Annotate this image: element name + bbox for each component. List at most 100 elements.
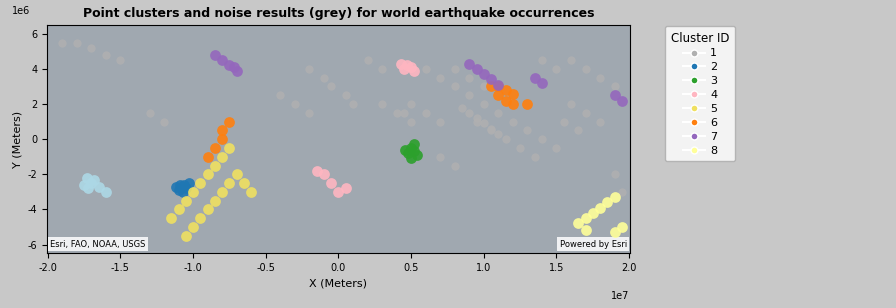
Point: [201, 207, 215, 212]
Point: [56, 40, 70, 45]
Point: [397, 67, 411, 71]
Point: [484, 126, 498, 131]
Point: [505, 102, 520, 107]
X-axis label: X (Meters): X (Meters): [309, 279, 367, 289]
Point: [498, 98, 513, 103]
Point: [157, 119, 171, 124]
Point: [404, 102, 418, 107]
Point: [462, 61, 477, 66]
Point: [615, 225, 629, 229]
Point: [393, 61, 408, 66]
Point: [447, 163, 461, 168]
Point: [324, 84, 339, 89]
Point: [549, 67, 564, 71]
Point: [409, 152, 424, 157]
Text: 1e6: 1e6: [13, 6, 30, 16]
Point: [171, 188, 185, 192]
Point: [505, 91, 520, 96]
Point: [484, 77, 498, 82]
Point: [484, 128, 498, 133]
Text: Esri, FAO, NOAA, USGS: Esri, FAO, NOAA, USGS: [50, 240, 145, 249]
Point: [578, 67, 592, 71]
Point: [99, 52, 113, 57]
Point: [477, 72, 491, 77]
Point: [288, 102, 302, 107]
Point: [208, 52, 222, 57]
Point: [586, 210, 600, 215]
Point: [564, 102, 578, 107]
Point: [615, 98, 629, 103]
Point: [309, 168, 323, 173]
Point: [505, 119, 520, 124]
Point: [470, 67, 484, 71]
Point: [407, 68, 421, 73]
Legend: 1, 2, 3, 4, 5, 6, 7, 8: 1, 2, 3, 4, 5, 6, 7, 8: [665, 26, 735, 161]
Point: [178, 186, 193, 191]
Point: [462, 93, 477, 98]
Point: [273, 93, 288, 98]
Point: [375, 67, 389, 71]
Point: [178, 233, 193, 238]
Point: [360, 58, 375, 63]
Point: [498, 87, 513, 92]
Point: [521, 102, 535, 107]
Point: [484, 84, 498, 89]
Point: [607, 93, 622, 98]
Point: [404, 65, 418, 70]
Point: [528, 154, 542, 159]
Point: [593, 205, 607, 210]
Point: [176, 189, 190, 194]
Point: [222, 119, 237, 124]
Point: [201, 172, 215, 177]
Point: [317, 172, 332, 177]
Point: [215, 154, 229, 159]
Point: [397, 110, 411, 115]
Point: [578, 110, 592, 115]
Point: [182, 180, 196, 185]
Point: [186, 189, 201, 194]
Point: [70, 40, 84, 45]
Point: [208, 145, 222, 150]
Point: [173, 182, 187, 187]
Point: [390, 110, 404, 115]
Point: [229, 68, 244, 73]
Point: [229, 172, 244, 177]
Point: [194, 216, 208, 221]
Point: [324, 180, 339, 185]
Point: [491, 82, 505, 87]
Point: [208, 198, 222, 203]
Point: [549, 145, 564, 150]
Text: Powered by Esri: Powered by Esri: [559, 240, 626, 249]
Point: [244, 189, 258, 194]
Point: [168, 184, 183, 189]
Point: [87, 177, 101, 182]
Point: [571, 128, 585, 133]
Point: [462, 75, 477, 80]
Point: [91, 184, 106, 189]
Point: [346, 102, 360, 107]
Point: [84, 180, 99, 185]
Point: [208, 163, 222, 168]
Point: [302, 67, 316, 71]
Point: [332, 189, 346, 194]
Text: 1e7: 1e7: [611, 291, 630, 301]
Point: [513, 145, 527, 150]
Point: [447, 67, 461, 71]
Point: [491, 84, 505, 89]
Point: [80, 175, 94, 180]
Point: [491, 132, 505, 136]
Point: [401, 151, 416, 156]
Point: [535, 80, 549, 85]
Point: [215, 137, 229, 142]
Point: [578, 228, 592, 233]
Point: [215, 189, 229, 194]
Point: [477, 102, 491, 107]
Point: [600, 200, 615, 205]
Point: [404, 119, 418, 124]
Point: [607, 84, 622, 89]
Point: [404, 156, 418, 161]
Point: [82, 186, 96, 191]
Point: [84, 45, 99, 50]
Point: [404, 145, 418, 150]
Point: [578, 216, 592, 221]
